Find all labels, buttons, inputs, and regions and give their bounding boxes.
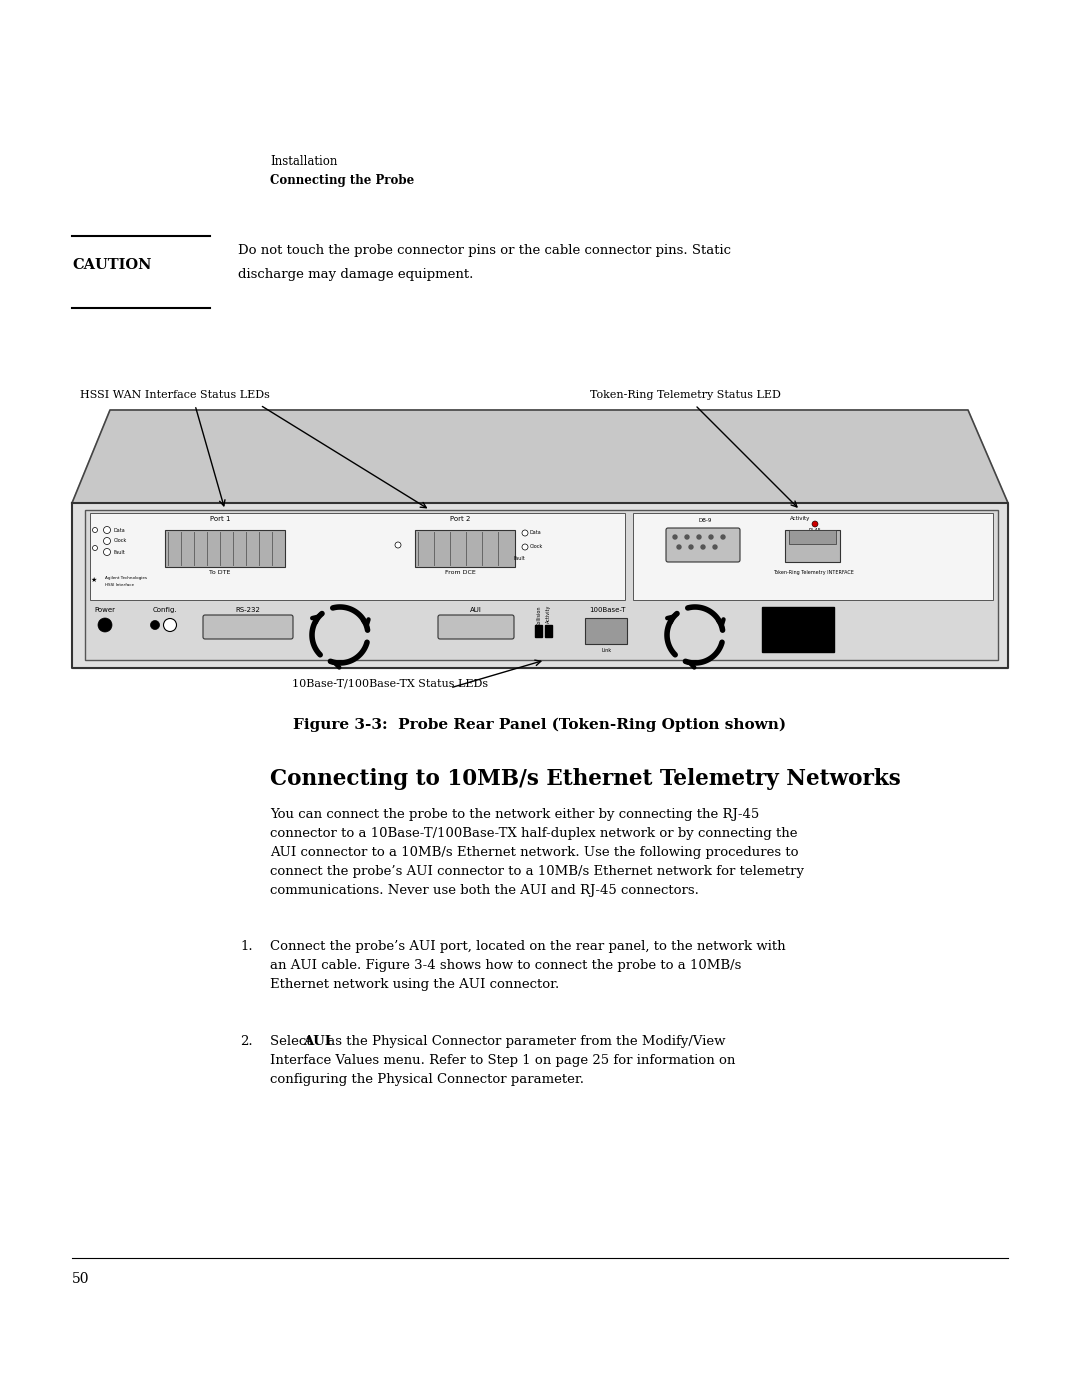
Text: AUI connector to a 10MB/s Ethernet network. Use the following procedures to: AUI connector to a 10MB/s Ethernet netwo… [270,847,798,859]
Text: Connect the probe’s AUI port, located on the rear panel, to the network with: Connect the probe’s AUI port, located on… [270,940,785,953]
Text: 10Base-T/100Base-TX Status LEDs: 10Base-T/100Base-TX Status LEDs [292,678,488,687]
Bar [545,624,552,637]
Text: Link: Link [602,648,612,652]
Text: 2.: 2. [240,1035,253,1048]
Circle shape [812,521,818,527]
Text: HSSI WAN Interface Status LEDs: HSSI WAN Interface Status LEDs [80,390,270,400]
Text: You can connect the probe to the network either by connecting the RJ-45: You can connect the probe to the network… [270,807,759,821]
Text: 100Base-T: 100Base-T [589,608,625,613]
Text: Token-Ring Telemetry Status LED: Token-Ring Telemetry Status LED [590,390,781,400]
Text: To DTE: To DTE [210,570,231,576]
Polygon shape [72,409,1008,503]
Text: connect the probe’s AUI connector to a 10MB/s Ethernet network for telemetry: connect the probe’s AUI connector to a 1… [270,865,804,877]
Text: Activity: Activity [789,515,810,521]
Text: configuring the Physical Connector parameter.: configuring the Physical Connector param… [270,1073,584,1085]
Bar [165,529,285,567]
Circle shape [697,535,701,539]
Text: 50: 50 [72,1273,90,1287]
Text: Connecting to 10MB/s Ethernet Telemetry Networks: Connecting to 10MB/s Ethernet Telemetry … [270,768,901,789]
Text: Fault: Fault [114,549,125,555]
Text: an AUI cable. Figure 3-4 shows how to connect the probe to a 10MB/s: an AUI cable. Figure 3-4 shows how to co… [270,958,741,972]
FancyBboxPatch shape [203,615,293,638]
Text: Installation: Installation [270,155,337,168]
Circle shape [689,545,693,549]
Text: RS-232: RS-232 [235,608,260,613]
Text: Activity: Activity [545,605,551,623]
Text: Do not touch the probe connector pins or the cable connector pins. Static: Do not touch the probe connector pins or… [238,244,731,257]
Circle shape [685,535,689,539]
Circle shape [708,535,713,539]
Circle shape [677,545,681,549]
Text: Agilent Technologies: Agilent Technologies [105,576,147,580]
Text: as the Physical Connector parameter from the Modify/View: as the Physical Connector parameter from… [323,1035,726,1048]
Circle shape [721,535,725,539]
Circle shape [98,617,112,631]
Text: Power: Power [95,608,116,613]
Bar [535,624,542,637]
Bar [85,510,998,659]
Text: Clock: Clock [530,545,543,549]
Text: AUI: AUI [470,608,482,613]
Text: discharge may damage equipment.: discharge may damage equipment. [238,268,473,281]
Text: Port 2: Port 2 [449,515,470,522]
FancyBboxPatch shape [438,615,514,638]
Text: Clock: Clock [114,538,127,543]
Circle shape [93,545,97,550]
Bar [585,617,627,644]
Text: communications. Never use both the AUI and RJ-45 connectors.: communications. Never use both the AUI a… [270,884,699,897]
Circle shape [522,543,528,550]
Text: Connecting the Probe: Connecting the Probe [270,175,415,187]
Text: DB-9: DB-9 [699,518,712,522]
Text: Figure 3-3:  Probe Rear Panel (Token-Ring Option shown): Figure 3-3: Probe Rear Panel (Token-Ring… [294,718,786,732]
Text: Port 1: Port 1 [210,515,230,522]
FancyBboxPatch shape [666,528,740,562]
Bar [90,513,625,599]
Circle shape [104,538,110,545]
Circle shape [104,549,110,556]
Text: 1.: 1. [240,940,253,953]
Text: HSSI Interface: HSSI Interface [105,583,134,587]
Text: AUI: AUI [303,1035,330,1048]
Circle shape [701,545,705,549]
Circle shape [673,535,677,539]
Text: RJ-45: RJ-45 [809,528,822,534]
Text: Token-Ring Telemetry INTERFACE: Token-Ring Telemetry INTERFACE [772,570,853,576]
Text: From DCE: From DCE [445,570,475,576]
Bar [633,513,993,599]
Text: Fault: Fault [514,556,526,562]
Text: ★: ★ [91,577,97,583]
Text: Data: Data [530,531,542,535]
Circle shape [713,545,717,549]
Circle shape [163,619,176,631]
Text: Ethernet network using the AUI connector.: Ethernet network using the AUI connector… [270,978,559,990]
Text: Collision: Collision [537,605,541,626]
Circle shape [522,529,528,536]
Text: connector to a 10Base-T/100Base-TX half-duplex network or by connecting the: connector to a 10Base-T/100Base-TX half-… [270,827,797,840]
Circle shape [150,620,160,630]
Text: Select: Select [270,1035,315,1048]
Circle shape [104,527,110,534]
Polygon shape [72,503,1008,668]
Text: Config.: Config. [152,608,177,613]
Text: Interface Values menu. Refer to Step 1 on page 25 for information on: Interface Values menu. Refer to Step 1 o… [270,1053,735,1067]
Text: Data: Data [114,528,125,532]
Circle shape [93,528,97,532]
Bar [762,608,834,652]
Bar [785,529,840,562]
Bar [789,529,836,543]
Bar [415,529,515,567]
Circle shape [395,542,401,548]
Text: CAUTION: CAUTION [72,258,151,272]
